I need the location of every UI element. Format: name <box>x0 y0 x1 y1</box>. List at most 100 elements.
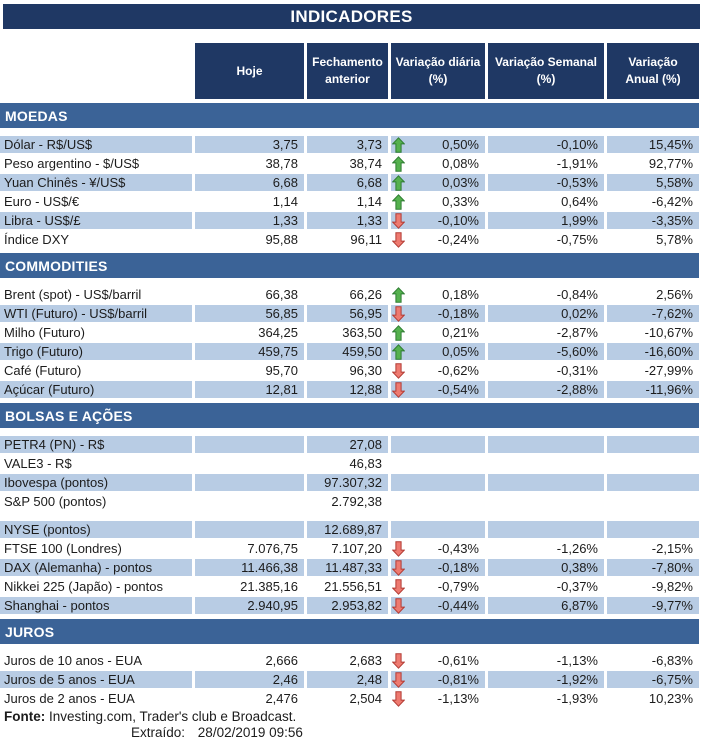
cell-hoje: 12,81 <box>195 380 304 399</box>
cell-variacao-semanal: -0,31% <box>556 363 598 378</box>
cell-variacao-semanal: -2,88% <box>488 380 604 399</box>
section-rows-commodities: Brent (spot) - US$/barril 66,38 66,26 0,18%… <box>0 285 704 399</box>
cell-hoje <box>195 473 304 492</box>
cell-fechamento-anterior: 12,88 <box>307 380 388 399</box>
cell-variacao-semanal: -0,53% <box>488 173 604 192</box>
cell-variacao-semanal: 6,87% <box>488 596 604 615</box>
table-row-euro-us: Euro - US$/€ 1,14 1,14 0,33% 0,64% -6,42% <box>0 192 704 211</box>
cell-fechamento-anterior: 1,33 <box>307 211 388 230</box>
section-rows-bolsas-e-acoes: PETR4 (PN) - R$ 27,08 VALE3 - R$ 46,83 Ibove… <box>0 435 704 615</box>
table-row-ftse-100-londres: FTSE 100 (Londres) 7.076,75 7.107,20 -0,43%… <box>0 539 704 558</box>
cell-fechamento-anterior: 7.107,20 <box>331 541 382 556</box>
down-arrow-icon <box>392 212 405 229</box>
cell-variacao-semanal: 0,02% <box>488 304 604 323</box>
cell-variacao-diaria <box>391 473 485 492</box>
up-arrow-icon <box>392 136 405 153</box>
daily-variation-value: 0,18% <box>442 287 479 302</box>
cell-variacao-anual: -6,75% <box>607 670 699 689</box>
cell-variacao-anual <box>607 473 699 492</box>
cell-variacao-semanal <box>488 492 604 511</box>
down-arrow-icon <box>392 559 405 576</box>
table-row-libra-us: Libra - US$/£ 1,33 1,33 -0,10% 1,99% -3,35% <box>0 211 704 230</box>
extracted-label: Extraído: <box>131 725 186 740</box>
cell-hoje: 364,25 <box>258 325 298 340</box>
cell-variacao-semanal: -1,13% <box>556 653 598 668</box>
down-arrow-icon <box>392 231 405 248</box>
cell-variacao-anual: -3,35% <box>607 211 699 230</box>
footer: Fonte: Investing.com, Trader's club e Br… <box>0 709 704 741</box>
cell-variacao-semanal: -0,10% <box>488 135 604 154</box>
cell-hoje: 1,33 <box>195 211 304 230</box>
cell-fechamento-anterior: 96,11 <box>350 232 382 247</box>
cell-variacao-diaria: -0,44% <box>391 596 485 615</box>
table-row-ibovespa-pontos: Ibovespa (pontos) 97.307,32 <box>0 473 704 492</box>
row-label: Açúcar (Futuro) <box>0 380 192 399</box>
column-header-hoje: Hoje <box>195 43 304 99</box>
table-row-petr4-pn-r: PETR4 (PN) - R$ 27,08 <box>0 435 704 454</box>
cell-variacao-anual: 10,23% <box>648 691 693 706</box>
row-label: WTI (Futuro) - US$/barril <box>0 304 192 323</box>
column-header-variacao-diaria: Variação diária (%) <box>391 43 485 99</box>
row-label: Yuan Chinês - ¥/US$ <box>0 173 192 192</box>
cell-variacao-diaria: -0,18% <box>391 304 485 323</box>
row-label: Milho (Futuro) <box>4 325 85 340</box>
up-arrow-icon <box>392 155 405 172</box>
table-row-yuan-chines-us: Yuan Chinês - ¥/US$ 6,68 6,68 0,03% -0,53% 5,… <box>0 173 704 192</box>
header-spacer <box>0 43 192 99</box>
row-label: Peso argentino - $/US$ <box>4 156 140 171</box>
cell-fechamento-anterior: 97.307,32 <box>307 473 388 492</box>
cell-hoje: 95,88 <box>265 232 298 247</box>
down-arrow-icon <box>392 578 405 595</box>
cell-variacao-anual: 5,78% <box>656 232 693 247</box>
daily-variation-value: -0,44% <box>437 598 479 613</box>
cell-variacao-diaria: 0,03% <box>391 173 485 192</box>
cell-variacao-semanal: -1,92% <box>488 670 604 689</box>
cell-hoje: 7.076,75 <box>247 541 298 556</box>
source-label: Fonte: <box>4 709 46 724</box>
daily-variation-value: 0,05% <box>442 344 479 359</box>
daily-variation-value: -0,61% <box>437 653 479 668</box>
row-label: NYSE (pontos) <box>0 520 192 539</box>
table-row-shanghai-pontos: Shanghai - pontos 2.940,95 2.953,82 -0,44% 6… <box>0 596 704 615</box>
cell-fechamento-anterior: 56,95 <box>307 304 388 323</box>
cell-variacao-anual: -6,83% <box>651 653 693 668</box>
section-header-juros: JUROS <box>0 619 699 644</box>
section-rows-juros: Juros de 10 anos - EUA 2,666 2,683 -0,61% -1… <box>0 651 704 708</box>
cell-fechamento-anterior: 459,50 <box>307 342 388 361</box>
cell-variacao-anual: -6,42% <box>651 194 693 209</box>
cell-hoje: 6,68 <box>195 173 304 192</box>
cell-fechamento-anterior: 2,48 <box>307 670 388 689</box>
down-arrow-icon <box>392 381 405 398</box>
cell-variacao-semanal: -5,60% <box>488 342 604 361</box>
cell-variacao-diaria <box>391 520 485 539</box>
cell-variacao-diaria: -0,81% <box>391 670 485 689</box>
cell-hoje <box>195 520 304 539</box>
cell-variacao-diaria: -0,24% <box>391 230 485 249</box>
cell-hoje: 3,75 <box>195 135 304 154</box>
cell-hoje: 2,666 <box>265 653 298 668</box>
cell-variacao-anual: 2,56% <box>656 287 693 302</box>
cell-variacao-semanal <box>488 454 604 473</box>
cell-variacao-diaria: -1,13% <box>391 689 485 708</box>
cell-variacao-anual <box>607 454 699 473</box>
extracted-line: Extraído: 28/02/2019 09:56 <box>4 725 704 741</box>
daily-variation-value: -0,10% <box>437 213 479 228</box>
cell-variacao-semanal: -1,91% <box>556 156 598 171</box>
cell-variacao-semanal: -0,84% <box>556 287 598 302</box>
cell-variacao-anual: -27,99% <box>644 363 693 378</box>
table-row-acucar-futuro: Açúcar (Futuro) 12,81 12,88 -0,54% -2,88% -11… <box>0 380 704 399</box>
cell-variacao-semanal <box>488 473 604 492</box>
cell-fechamento-anterior: 2,504 <box>349 691 382 706</box>
cell-variacao-semanal <box>488 435 604 454</box>
indicators-sheet: INDICADORES Hoje Fechamento anterior Var… <box>0 4 704 741</box>
cell-fechamento-anterior: 27,08 <box>307 435 388 454</box>
cell-variacao-diaria <box>391 492 485 511</box>
table-row-nyse-pontos: NYSE (pontos) 12.689,87 <box>0 520 704 539</box>
down-arrow-icon <box>392 540 405 557</box>
cell-fechamento-anterior: 363,50 <box>342 325 382 340</box>
daily-variation-value: 0,03% <box>442 175 479 190</box>
cell-variacao-semanal: -1,93% <box>556 691 598 706</box>
section-header-commodities: COMMODITIES <box>0 253 699 278</box>
daily-variation-value: -0,54% <box>437 382 479 397</box>
cell-hoje: 95,70 <box>265 363 298 378</box>
